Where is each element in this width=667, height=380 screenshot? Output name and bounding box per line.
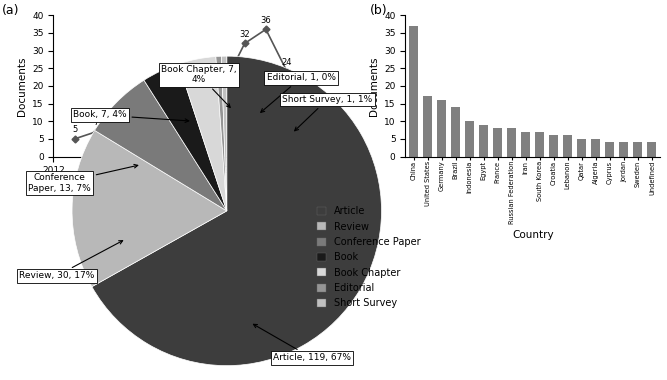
Text: 7: 7 — [93, 118, 99, 127]
Bar — [535, 132, 544, 157]
Text: 6: 6 — [115, 122, 120, 131]
X-axis label: Year: Year — [170, 181, 192, 191]
Bar — [493, 128, 502, 157]
Bar — [521, 132, 530, 157]
Bar — [606, 142, 614, 157]
Bar — [620, 142, 628, 157]
Text: 12: 12 — [133, 101, 143, 109]
Wedge shape — [179, 57, 227, 211]
Text: 15: 15 — [197, 90, 207, 99]
Y-axis label: Documents: Documents — [17, 56, 27, 116]
Wedge shape — [92, 56, 382, 366]
Text: 5: 5 — [72, 125, 77, 134]
Y-axis label: Documents: Documents — [369, 56, 379, 116]
Wedge shape — [221, 56, 227, 211]
Text: (b): (b) — [370, 4, 388, 17]
Text: 6: 6 — [157, 122, 162, 131]
Text: Review, 30, 17%: Review, 30, 17% — [19, 241, 123, 280]
Wedge shape — [72, 130, 227, 287]
Bar — [437, 100, 446, 157]
Bar — [634, 142, 642, 157]
Bar — [451, 107, 460, 157]
Bar — [423, 97, 432, 157]
Text: Article, 119, 67%: Article, 119, 67% — [253, 324, 351, 363]
Bar — [409, 26, 418, 157]
Text: Editorial, 1, 0%: Editorial, 1, 0% — [261, 73, 336, 112]
Wedge shape — [95, 80, 227, 211]
Text: (a): (a) — [3, 4, 20, 17]
X-axis label: Country: Country — [512, 230, 554, 240]
Bar — [479, 125, 488, 157]
Text: 36: 36 — [261, 16, 271, 25]
Bar — [578, 139, 586, 157]
Bar — [465, 121, 474, 157]
Text: 24: 24 — [282, 58, 292, 67]
Bar — [592, 139, 600, 157]
Legend: Article, Review, Conference Paper, Book, Book Chapter, Editorial, Short Survey: Article, Review, Conference Paper, Book,… — [317, 206, 421, 308]
Text: 32: 32 — [239, 30, 250, 39]
Text: 20: 20 — [218, 72, 229, 81]
Bar — [550, 135, 558, 157]
Text: Book Chapter, 7,
4%: Book Chapter, 7, 4% — [161, 65, 237, 108]
Wedge shape — [144, 64, 227, 211]
Text: Book, 7, 4%: Book, 7, 4% — [73, 111, 189, 122]
Bar — [648, 142, 656, 157]
Text: Conference
Paper, 13, 7%: Conference Paper, 13, 7% — [28, 165, 138, 193]
Wedge shape — [216, 56, 227, 211]
Text: Short Survey, 1, 1%: Short Survey, 1, 1% — [282, 95, 372, 131]
Bar — [507, 128, 516, 157]
Bar — [564, 135, 572, 157]
Text: 15: 15 — [175, 90, 186, 99]
